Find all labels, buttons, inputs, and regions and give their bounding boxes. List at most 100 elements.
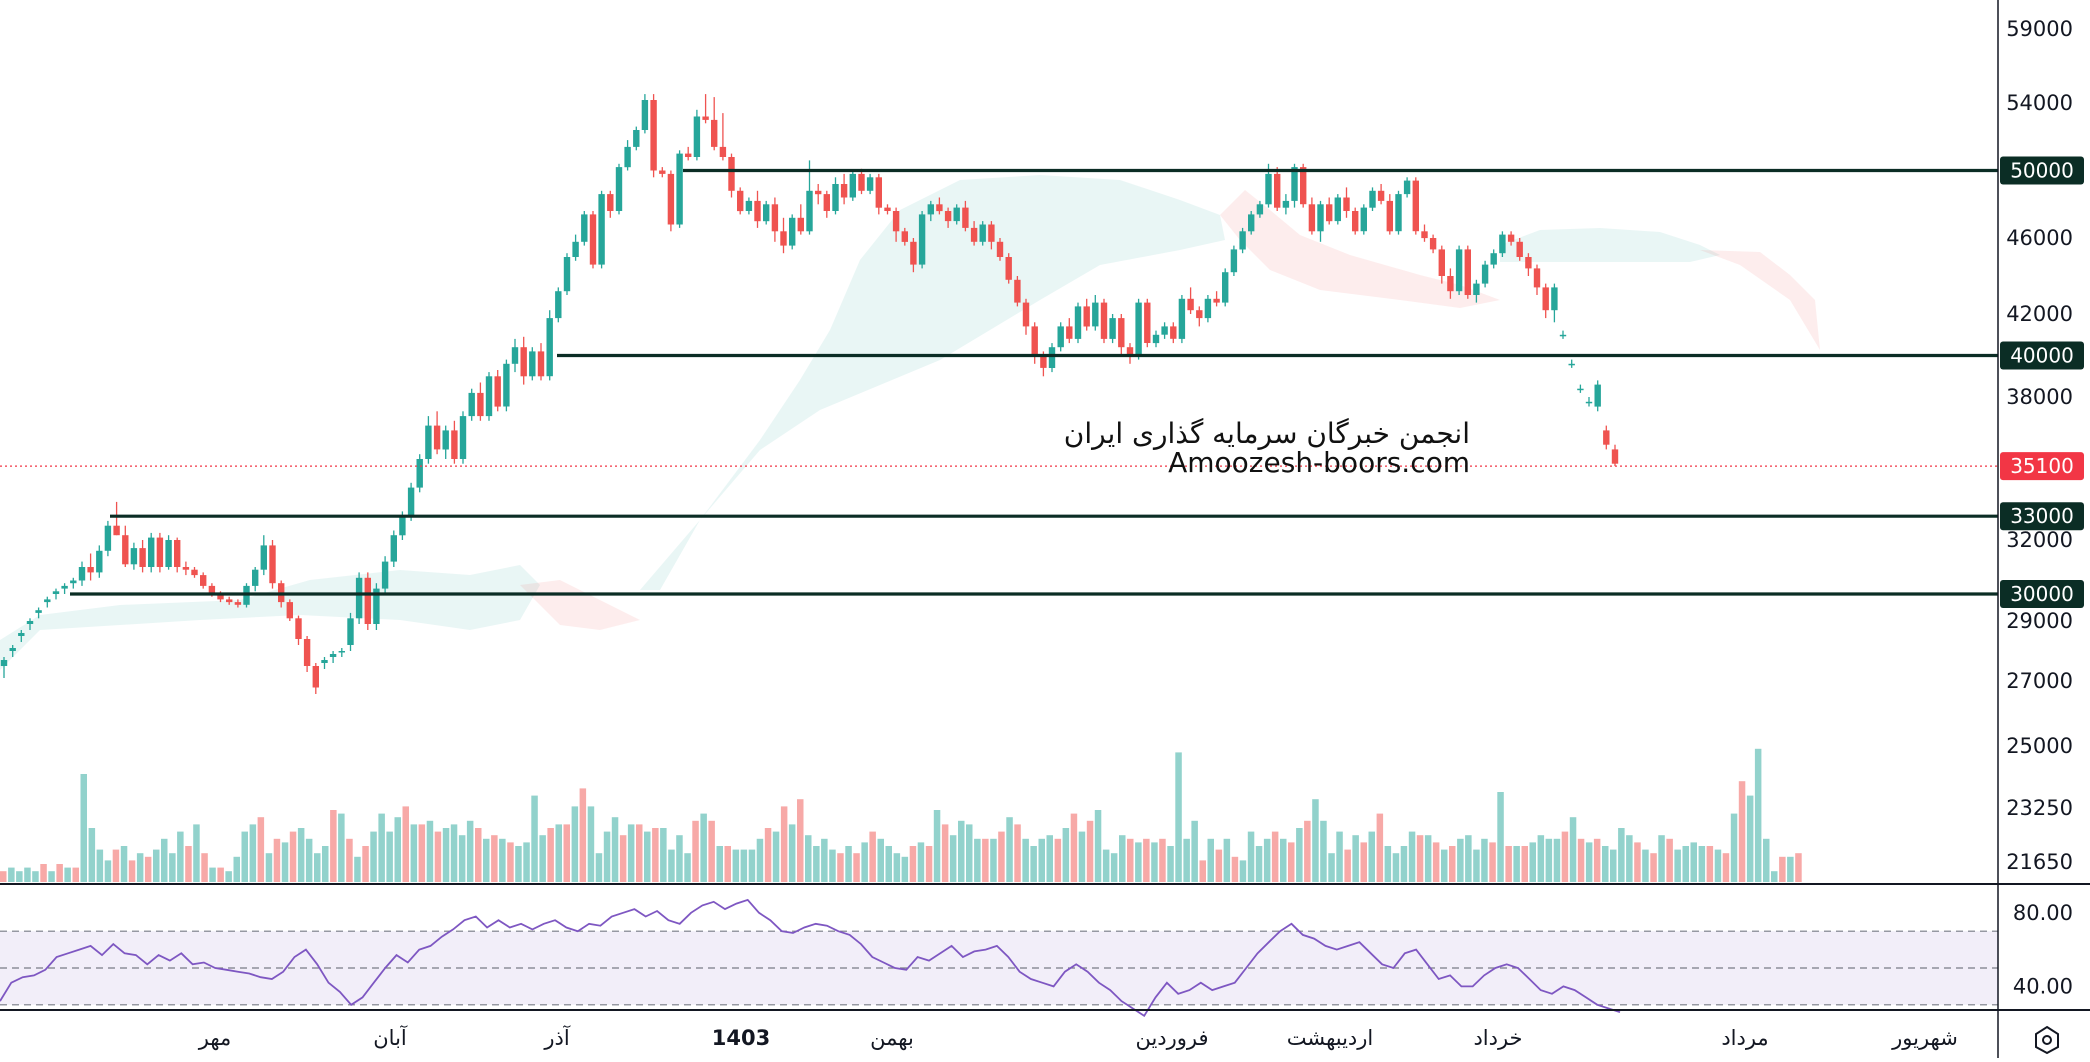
volume-bar (1288, 842, 1295, 882)
level-badge (2000, 580, 2084, 608)
candle-body (1144, 302, 1151, 343)
candle-body (1291, 167, 1298, 201)
volume-bar (161, 838, 168, 882)
volume-bar (1199, 860, 1206, 882)
candle-body (174, 540, 181, 567)
candle-body (0, 660, 8, 666)
candle-body (61, 585, 68, 589)
volume-bar (740, 849, 748, 882)
volume-bar (1014, 824, 1021, 882)
candle-body (425, 425, 432, 459)
candle-body (1429, 238, 1437, 250)
candle-body (693, 116, 701, 157)
last-price-badge (2000, 452, 2084, 481)
candle-body (936, 204, 943, 212)
volume-bar (1223, 838, 1231, 882)
volume-bar (974, 838, 981, 882)
axes: 59000 54000 46000 42000 38000 32000 29000 27000… (198, 0, 2073, 1058)
volume-bar (764, 828, 772, 882)
candle-body (156, 537, 164, 567)
level-badge-label: 30000 (2010, 582, 2074, 606)
candle-body (503, 363, 510, 407)
candle-body (1022, 302, 1030, 327)
volume-bars (0, 748, 1802, 882)
volume-bar (1239, 860, 1247, 882)
candle-body (200, 575, 207, 586)
candle-body (26, 621, 34, 624)
candle-body (520, 347, 527, 377)
volume-bar (1537, 835, 1545, 882)
volume-bar (1408, 831, 1416, 882)
volume-bar (523, 842, 530, 882)
rsi-tick-label: 80.00 (2013, 901, 2073, 925)
volume-bar (1400, 846, 1408, 882)
volume-bar (450, 824, 458, 882)
volume-bar (209, 867, 216, 882)
candle-body (485, 376, 493, 417)
volume-bar (925, 846, 933, 882)
volume-bar (24, 867, 31, 882)
candle-body (771, 204, 779, 232)
volume-bar (1352, 835, 1359, 882)
candle-body (1005, 257, 1012, 280)
volume-bar (966, 824, 973, 882)
volume-bar (1634, 842, 1641, 882)
volume-bar (563, 824, 570, 882)
candle-body (1603, 430, 1610, 445)
volume-bar (805, 835, 812, 882)
volume-bar (120, 846, 128, 882)
volume-bar (1296, 828, 1303, 882)
candle-body (1222, 272, 1229, 303)
volume-bar (1585, 842, 1593, 882)
volume-bar (394, 817, 401, 882)
volume-bar (692, 820, 699, 882)
volume-bar (128, 860, 136, 882)
candle-body (1516, 241, 1523, 257)
volume-bar (322, 846, 329, 882)
volume-bar (1416, 835, 1424, 882)
candle-body (806, 190, 813, 232)
level-badge-label: 50000 (2010, 159, 2074, 183)
volume-bar (587, 806, 595, 882)
volume-bar (1135, 842, 1142, 882)
time-label: آبان (373, 1025, 408, 1050)
price-tick-label: 29000 (2006, 609, 2073, 633)
volume-bar (1167, 846, 1174, 882)
candle-body (1048, 347, 1056, 368)
volume-bar (80, 774, 87, 882)
candle-body (416, 459, 423, 488)
volume-bar (1110, 853, 1118, 882)
candle-body (1611, 449, 1619, 464)
candle-body (737, 190, 744, 212)
volume-bar (1529, 842, 1536, 882)
candle-body (901, 231, 908, 242)
candle-body (1334, 197, 1341, 222)
candle-body (754, 200, 761, 222)
cloud-bearish-3 (1700, 250, 1820, 350)
volume-bar (1320, 820, 1327, 882)
candle-body (1083, 306, 1090, 327)
volume-bar (249, 824, 257, 882)
volume-bar (185, 846, 192, 882)
volume-bar (821, 838, 828, 882)
candle-body (312, 666, 319, 688)
candle-body (711, 119, 718, 147)
price-tick-label: 23250 (2006, 796, 2073, 820)
volume-bar (515, 846, 522, 882)
volume-bar (1119, 835, 1126, 882)
volume-bar (1666, 838, 1673, 882)
price-tick-label: 21650 (2006, 850, 2073, 874)
volume-bar (1368, 831, 1375, 882)
hexagon-gear-icon[interactable] (2035, 1025, 2059, 1055)
candle-body (797, 217, 804, 232)
volume-bar (1779, 856, 1786, 882)
candle-body (1256, 204, 1264, 215)
candle-body (910, 241, 917, 265)
candle-body (1109, 318, 1116, 339)
candle-body (953, 207, 960, 222)
candle-body (1525, 257, 1532, 269)
candle-body (858, 173, 865, 191)
candle-body (815, 190, 822, 195)
volume-bar (611, 817, 619, 882)
